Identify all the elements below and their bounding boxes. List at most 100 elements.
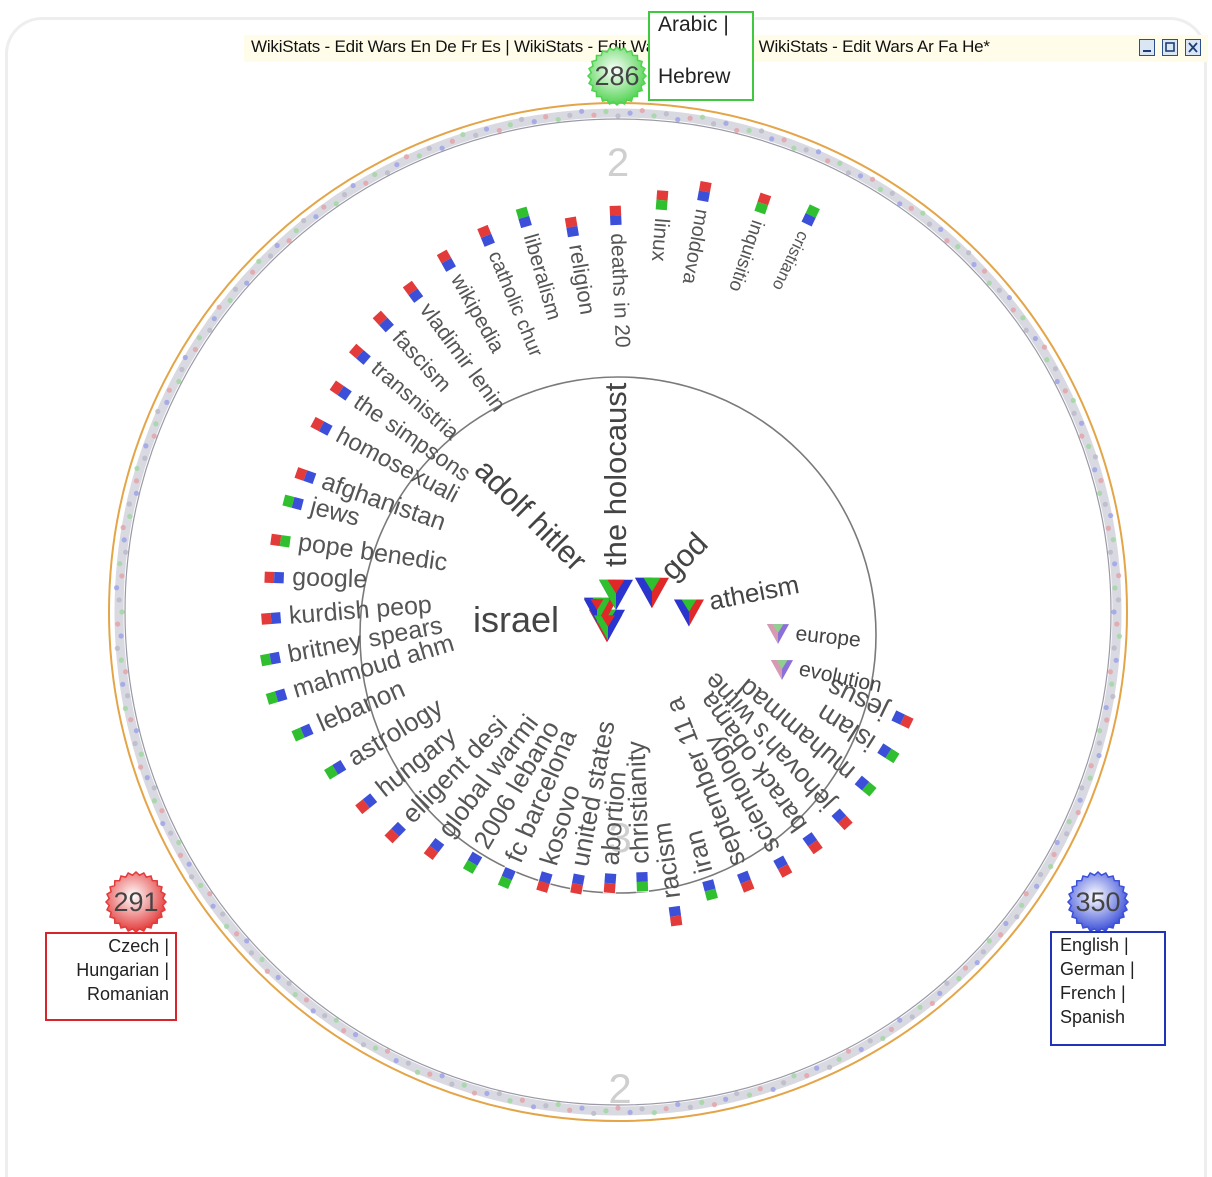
ring-dot: [926, 221, 933, 227]
ring-dot: [118, 633, 124, 639]
language-label: German |: [1060, 959, 1135, 979]
ring-dot: [120, 681, 126, 687]
outer-topic[interactable]: cristiano: [769, 203, 825, 294]
language-label: Romanian: [86, 984, 169, 1004]
ring-dot: [460, 131, 466, 138]
topic-marker-frame: [801, 831, 824, 856]
ring-dot: [781, 137, 787, 143]
outer-topic[interactable]: moldova: [678, 180, 718, 287]
outer-topic-label: linux: [647, 217, 673, 262]
topic-marker-right: [429, 837, 445, 853]
topic-marker-right: [668, 905, 682, 917]
outer-topic[interactable]: inquisitio: [724, 191, 777, 294]
ring-dot: [256, 258, 262, 264]
language-group-box-czech-hungarian-romanian[interactable]: Czech | Hungarian | Romanian: [45, 932, 177, 1021]
topic-marker-right: [270, 611, 282, 625]
ring-dot: [920, 210, 926, 216]
ring-dot: [360, 1042, 367, 1048]
outer-topic[interactable]: linux: [647, 189, 675, 263]
ring-dot: [639, 107, 645, 114]
ring-dot: [274, 242, 280, 249]
ring-dot: [220, 911, 226, 917]
outer-topic[interactable]: religion: [560, 215, 601, 317]
inner-topic[interactable]: europe: [767, 622, 862, 652]
ring-dot: [888, 1026, 895, 1032]
topic-marker-left: [383, 828, 400, 844]
topic-marker-frame: [890, 709, 915, 730]
ring-dot: [153, 421, 159, 427]
ring-dot: [507, 122, 513, 128]
topic-marker-right: [655, 199, 668, 211]
ring-dot: [123, 549, 129, 555]
ring-dot: [439, 1073, 445, 1079]
badge-count: 350: [1075, 887, 1120, 917]
topic-marker-frame: [371, 309, 396, 334]
inner-topic[interactable]: the holocaust: [598, 382, 633, 611]
ring-dot: [567, 112, 573, 118]
ring-dot: [1079, 433, 1085, 439]
ring-dot: [980, 949, 987, 955]
topic-marker-frame: [264, 687, 289, 706]
ring-dot: [758, 128, 765, 134]
topic-marker-left: [704, 888, 719, 902]
minimize-button[interactable]: [1139, 39, 1155, 56]
ring-dot: [123, 669, 129, 675]
topic-marker-frame: [422, 836, 446, 862]
ring-dot: [119, 573, 125, 579]
close-button[interactable]: [1185, 39, 1201, 56]
ring-dot: [1115, 597, 1121, 603]
language-group-box-arabic-hebrew[interactable]: Arabic | Hebrew: [648, 11, 754, 101]
topic-marker-frame: [563, 215, 580, 239]
outer-topic[interactable]: google: [263, 562, 368, 594]
language-group-badge-english-german-french-spanish[interactable]: 350: [1066, 870, 1130, 934]
ring-dot: [416, 153, 422, 159]
topic-triangle-part: [776, 660, 788, 670]
ring-dot: [1062, 388, 1068, 394]
ring-dot: [211, 316, 217, 322]
language-group-badge-czech-hungarian-romanian[interactable]: 291: [104, 870, 168, 934]
ring-dot: [216, 304, 222, 310]
topic-marker-frame: [602, 872, 618, 895]
ring-dot: [144, 775, 150, 781]
topic-marker-left: [293, 466, 308, 482]
ring-dot: [1054, 839, 1060, 846]
outer-topic[interactable]: christianity: [620, 741, 655, 893]
outer-topic-label: google: [292, 563, 368, 594]
ring-dot: [393, 1058, 399, 1064]
ring-dot: [815, 149, 822, 155]
outer-topic[interactable]: deaths in 20: [605, 204, 634, 348]
ring-dot: [579, 108, 585, 114]
ring-dot: [120, 524, 126, 531]
topic-triangle-part: [599, 579, 616, 611]
ring-dot: [372, 1045, 379, 1051]
ring-dot: [555, 117, 561, 123]
ring-dot: [1034, 883, 1040, 889]
ring-dot: [134, 465, 140, 472]
inner-ring-number: 3: [608, 814, 631, 861]
topic-marker-left: [564, 216, 578, 228]
topic-marker-left: [837, 815, 854, 831]
topic-marker-left: [259, 653, 272, 667]
ring-dot: [1086, 443, 1092, 449]
maximize-button[interactable]: [1162, 39, 1178, 56]
inner-topic[interactable]: god: [635, 526, 715, 609]
topic-marker-frame: [290, 722, 315, 743]
ring-dot: [224, 923, 230, 929]
ring-dot: [1052, 366, 1059, 372]
ring-dot: [286, 238, 292, 244]
topic-marker-frame: [772, 854, 794, 879]
ring-dot: [1070, 397, 1076, 404]
language-label: Arabic |: [658, 13, 729, 36]
ring-dot: [384, 170, 391, 176]
outer-topic[interactable]: abortion: [592, 770, 632, 895]
language-group-box-english-german-french-spanish[interactable]: English | German | French | Spanish: [1050, 931, 1166, 1046]
ring-dot: [1078, 420, 1085, 426]
topic-marker-left: [740, 879, 755, 894]
inner-topic[interactable]: atheism: [674, 569, 802, 627]
ring-dot: [234, 931, 240, 937]
ring-dot: [1054, 378, 1060, 385]
ring-dot: [264, 968, 270, 974]
language-label: English |: [1060, 935, 1129, 955]
ring-dot: [651, 1110, 657, 1116]
